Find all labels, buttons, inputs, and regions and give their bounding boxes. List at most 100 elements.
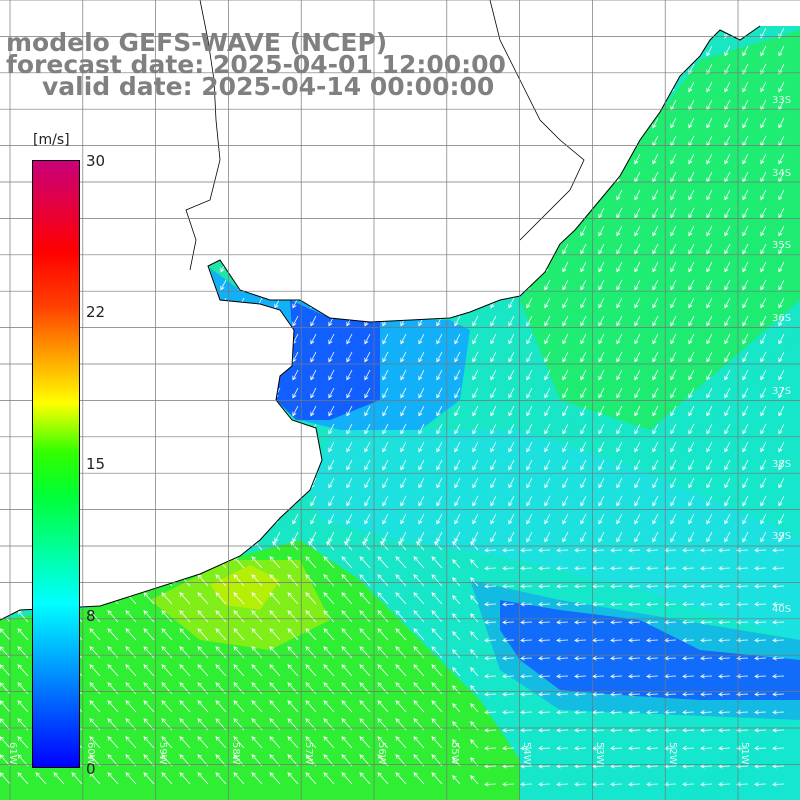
wind-arrow [520,602,533,607]
wind-arrow [628,710,641,715]
wind-arrow [148,171,155,183]
wind-arrow [520,620,533,625]
wind-arrow [89,574,101,587]
wind-arrow [472,369,479,381]
wind-arrow [646,728,659,733]
wind-arrow [610,782,623,787]
wind-arrow [538,566,551,571]
wind-arrow [724,513,731,525]
wind-arrow [724,333,731,345]
wind-arrow [112,261,119,273]
wind-arrow [17,592,29,605]
wind-arrow [112,351,119,363]
wind-arrow [598,243,605,255]
wind-arrow [454,351,461,363]
wind-arrow [754,602,767,607]
wind-arrow [431,664,443,677]
wind-arrow [670,405,677,417]
wind-arrow [538,656,551,661]
wind-arrow [688,243,695,255]
wind-arrow [220,243,227,255]
wind-arrow [736,602,749,607]
wind-arrow [364,423,371,435]
wind-arrow [592,638,605,643]
wind-arrow [580,405,587,417]
wind-arrow [292,279,299,291]
wind-arrow [341,610,353,623]
wind-arrow [526,405,533,417]
wind-arrow [544,513,551,525]
wind-arrow [382,387,389,399]
wind-arrow [436,369,443,381]
wind-arrow [215,700,227,713]
wind-arrow [574,602,587,607]
wind-arrow [179,682,191,695]
wind-arrow [197,646,209,659]
wind-arrow [581,10,586,20]
wind-arrow [616,387,623,399]
wind-arrow [508,315,515,327]
wind-arrow [718,602,731,607]
wind-arrow [473,10,478,20]
wind-arrow [359,610,371,623]
wind-arrow [107,610,119,623]
wind-arrow [610,602,623,607]
wind-arrow [502,710,515,715]
wind-arrow [431,556,443,569]
wind-arrow [520,728,533,733]
wind-arrow [292,369,299,381]
wind-arrow [292,99,299,111]
wind-arrow [413,664,425,677]
wind-arrow [490,387,497,399]
wind-arrow [143,610,155,623]
wind-arrow [184,369,191,381]
wind-arrow [215,664,227,677]
wind-arrow [454,495,461,507]
wind-arrow [148,513,155,525]
wind-arrow [400,135,407,147]
wind-arrow [742,423,749,435]
wind-arrow [287,772,299,785]
wind-arrow [400,531,407,543]
wind-arrow [538,620,551,625]
wind-arrow [470,703,479,713]
wind-arrow [382,135,389,147]
wind-arrow [556,674,569,679]
wind-arrow [484,764,497,769]
wind-arrow [682,584,695,589]
wind-arrow [502,674,515,679]
wind-arrow [166,441,173,453]
wind-arrow [634,261,641,273]
wind-arrow [413,700,425,713]
wind-arrow [760,495,767,507]
wind-arrow [688,63,695,75]
wind-arrow [202,531,209,543]
wind-arrow [538,710,551,715]
wind-arrow [274,531,281,543]
wind-arrow [143,592,155,605]
wind-arrow [419,10,424,20]
wind-arrow [472,441,479,453]
wind-arrow [35,772,47,785]
wind-arrow [364,243,371,255]
wind-arrow [377,682,389,695]
wind-arrow [700,710,713,715]
wind-arrow [107,574,119,587]
wind-arrow [688,45,695,57]
wind-arrow [4,495,11,507]
wind-arrow [431,646,443,659]
wind-arrow [148,387,155,399]
wind-arrow [287,592,299,605]
wind-arrow [544,531,551,543]
wind-arrow [143,736,155,749]
wind-arrow [616,279,623,291]
wind-arrow [269,772,281,785]
wind-arrow [592,602,605,607]
wind-arrow [556,566,569,571]
wind-arrow [760,369,767,381]
wind-arrow [436,495,443,507]
wind-arrow [197,700,209,713]
wind-arrow [646,674,659,679]
wind-arrow [454,459,461,471]
wind-arrow [598,405,605,417]
